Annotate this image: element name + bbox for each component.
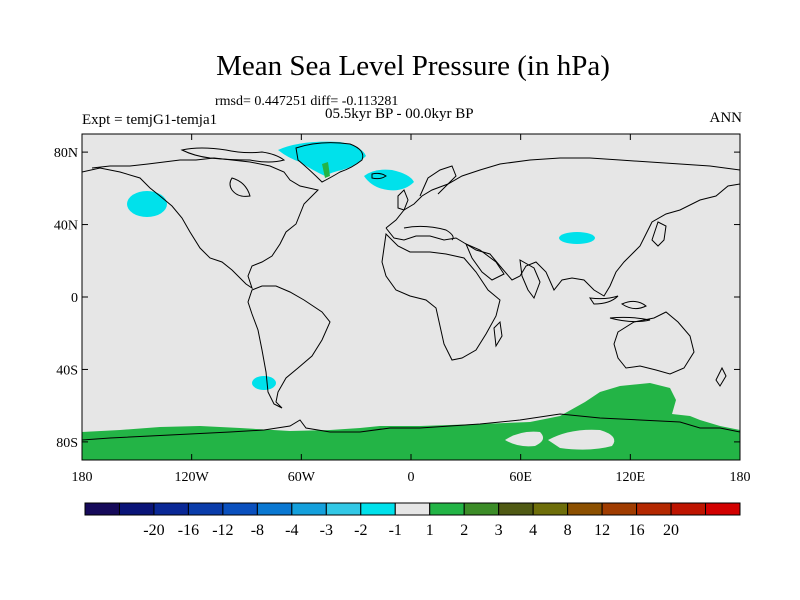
anomaly-greenland	[278, 141, 366, 176]
colorbar-label: -4	[285, 522, 298, 539]
x-tick-label: 180	[72, 470, 93, 485]
experiment-label: Expt = temjG1-temja1	[82, 112, 218, 128]
colorbar-swatch	[394, 502, 431, 516]
anomaly-tibet	[559, 232, 595, 244]
colorbar-swatch	[636, 502, 672, 516]
x-tick-label: 120W	[175, 470, 210, 485]
colorbar-label: 12	[594, 522, 610, 539]
colorbar-label: -2	[354, 522, 367, 539]
colorbar-swatch	[705, 502, 741, 516]
y-tick-label: 0	[71, 291, 78, 306]
stats-subtitle: rmsd= 0.447251 diff= -0.113281	[215, 94, 399, 109]
colorbar-swatch	[567, 502, 603, 516]
colorbar-label: -3	[320, 522, 333, 539]
anomaly-greenland-green	[322, 162, 330, 178]
season-label: ANN	[709, 110, 743, 126]
colorbar-swatch	[291, 502, 327, 516]
colorbar-label: 4	[529, 522, 537, 539]
colorbar-swatch	[498, 502, 534, 516]
x-tick-label: 60E	[509, 470, 532, 485]
x-tick-label: 120E	[616, 470, 646, 485]
anomaly-regions	[82, 141, 740, 460]
colorbar-swatch	[463, 502, 500, 516]
colorbar-swatch	[601, 502, 638, 516]
x-tick-label: 60W	[288, 470, 316, 485]
anomaly-antarctic-gap-2	[548, 429, 615, 450]
colorbar-label: 3	[495, 522, 503, 539]
colorbar-label: 1	[426, 522, 434, 539]
colorbar-label: -8	[251, 522, 264, 539]
colorbar-label: -20	[143, 522, 164, 539]
y-tick-label: 80N	[54, 146, 78, 161]
period-subtitle: 05.5kyr BP - 00.0kyr BP	[325, 106, 474, 122]
colorbar-swatch	[153, 502, 189, 516]
colorbar-swatch	[222, 502, 258, 516]
colorbar-label: 20	[663, 522, 679, 539]
map-title: Mean Sea Level Pressure (in hPa)	[216, 50, 610, 82]
colorbar-label: -16	[178, 522, 199, 539]
colorbar-label: 8	[564, 522, 572, 539]
y-tick-label: 40N	[54, 219, 78, 234]
colorbar-swatch	[670, 502, 707, 516]
colorbar-swatch	[118, 502, 155, 516]
colorbar-swatch	[256, 502, 293, 516]
coastlines	[82, 142, 740, 441]
colorbar-swatch	[84, 502, 120, 516]
colorbar-label: 2	[460, 522, 468, 539]
colorbar-swatch	[429, 502, 465, 516]
y-tick-label: 40S	[56, 363, 78, 378]
colorbar-label: -12	[212, 522, 233, 539]
anomaly-north-atlantic	[364, 169, 414, 191]
colorbar-swatch	[532, 502, 569, 516]
x-tick-label: 180	[730, 470, 751, 485]
colorbar-swatch	[187, 502, 224, 516]
x-tick-label: 0	[408, 470, 415, 485]
colorbar: -20 -16 -12 -8 -4 -3 -2 -1 1 2 3 4 8 12 16 20	[84, 502, 741, 539]
colorbar-label: -1	[389, 522, 402, 539]
anomaly-patagonia	[252, 376, 276, 390]
anomaly-antarctic-gap	[505, 431, 544, 447]
colorbar-swatch	[325, 502, 362, 516]
anomaly-gulf-alaska	[127, 191, 167, 217]
colorbar-swatch	[360, 502, 396, 516]
colorbar-label: 16	[629, 522, 645, 539]
y-tick-label: 80S	[56, 436, 78, 451]
axis-ticks: 180 120W 60W 0 60E 120E 180 80N 40N 0 40S 80S	[54, 134, 751, 485]
